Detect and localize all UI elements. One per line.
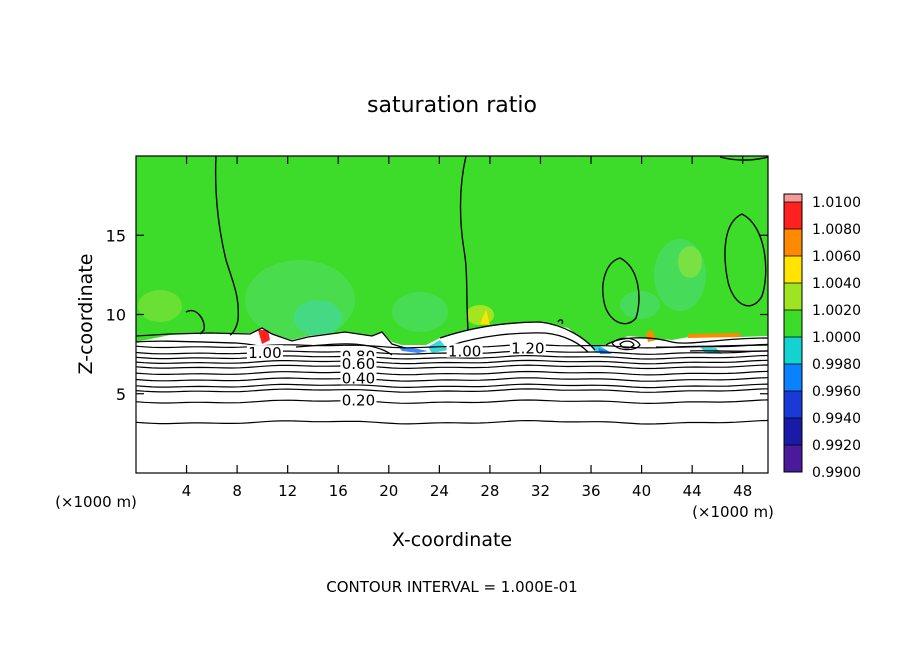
contour-line — [136, 354, 768, 360]
x-tick-label: 40 — [632, 482, 651, 500]
subsaturated-patch — [294, 300, 342, 336]
contour-label: 1.20 — [511, 339, 544, 357]
contour-line — [136, 377, 768, 382]
colorbar: 0.9900 0.9920 0.9940 0.9960 0.9980 1.0000 1.00… — [783, 193, 861, 481]
x-tick-label: 16 — [329, 482, 348, 500]
colorbar-swatch — [784, 445, 802, 472]
colorbar-swatch — [784, 391, 802, 418]
subsaturated-patch — [392, 292, 448, 332]
unsaturated-region — [136, 322, 768, 473]
cloud-edge-moist — [480, 310, 490, 325]
colorbar-swatch — [784, 194, 802, 202]
x-tick-label: 44 — [683, 482, 702, 500]
colorbar-swatch — [784, 310, 802, 337]
contour-label-background — [340, 356, 377, 371]
colorbar-label: 1.0000 — [812, 330, 861, 346]
x-tick-label: 12 — [278, 482, 297, 500]
y-axis-label: Z-coordinate — [75, 254, 97, 375]
subsaturated-patch — [654, 239, 706, 311]
contour-line — [136, 399, 768, 405]
contour-label: 1.00 — [448, 343, 481, 361]
contour-label-background — [340, 392, 377, 407]
contour-label: 0.40 — [342, 369, 375, 387]
cloud-edge-dry — [700, 346, 722, 354]
cloud-edge-moist — [688, 333, 740, 338]
colorbar-label: 0.9960 — [812, 384, 861, 400]
contour-interval-note: CONTOUR INTERVAL = 1.000E-01 — [326, 578, 577, 596]
contour-label: 0.60 — [342, 355, 375, 373]
colorbar-label: 0.9940 — [812, 411, 861, 427]
contour-line — [136, 370, 768, 376]
x-tick-label: 48 — [733, 482, 752, 500]
contour-label: 1.00 — [248, 344, 281, 362]
contour-label-background — [246, 345, 283, 360]
contour-line — [136, 359, 768, 365]
colorbar-swatch — [784, 418, 802, 445]
cloud-contours — [136, 321, 768, 356]
y-tick-label: 5 — [116, 385, 126, 404]
contour-label: 0.20 — [342, 392, 375, 410]
colorbar-label: 0.9900 — [812, 465, 861, 481]
y-axis: 5 10 15 — [106, 226, 768, 404]
y-tick-label: 10 — [106, 306, 126, 325]
contour-lines-lower — [136, 343, 768, 425]
colorbar-swatch — [784, 229, 802, 256]
colorbar-swatch — [784, 337, 802, 364]
colorbar-label: 0.9980 — [812, 357, 861, 373]
chart-title: saturation ratio — [367, 93, 537, 118]
colorbar-label: 0.9920 — [812, 438, 861, 454]
colorbar-swatch — [784, 256, 802, 283]
colorbar-label: 1.0080 — [812, 222, 861, 238]
x-tick-label: 36 — [581, 482, 600, 500]
colorbar-label: 1.0100 — [812, 195, 861, 211]
colorbar-label: 1.0020 — [812, 303, 861, 319]
plot-area — [136, 156, 768, 473]
contour-line — [136, 419, 768, 425]
colorbar-swatch — [784, 364, 802, 391]
contour-line — [136, 383, 768, 389]
subsaturated-patch — [138, 290, 182, 322]
y-unit-label: (×1000 m) — [55, 493, 137, 511]
cloud-edge-moist — [258, 330, 270, 344]
x-axis-label: X-coordinate — [392, 529, 512, 551]
subsaturated-patch — [678, 246, 702, 278]
contour-lines-upper — [185, 156, 768, 336]
x-tick-label: 8 — [232, 482, 242, 500]
x-tick-label: 28 — [480, 482, 499, 500]
subsaturated-patch — [620, 291, 660, 319]
contour-label-background — [340, 370, 377, 385]
colorbar-label: 1.0060 — [812, 249, 861, 265]
x-tick-label: 4 — [182, 482, 192, 500]
colorbar-swatch — [784, 202, 802, 229]
x-tick-label: 32 — [531, 482, 550, 500]
subsaturated-patch — [466, 305, 494, 325]
colorbar-label: 1.0040 — [812, 276, 861, 292]
y-tick-label: 15 — [106, 226, 126, 245]
x-unit-label: (×1000 m) — [692, 503, 774, 521]
contour-line — [136, 364, 768, 370]
contour-label-background — [509, 340, 546, 355]
x-tick-label: 24 — [430, 482, 449, 500]
x-axis: 4 8 12 16 20 24 28 32 36 40 44 48 — [182, 156, 752, 500]
contour-label-background — [446, 343, 483, 358]
colorbar-swatch — [784, 283, 802, 310]
contour-labels: 1.000.800.600.400.201.001.20 — [246, 339, 546, 410]
contour-line — [136, 388, 768, 393]
x-tick-label: 20 — [379, 482, 398, 500]
